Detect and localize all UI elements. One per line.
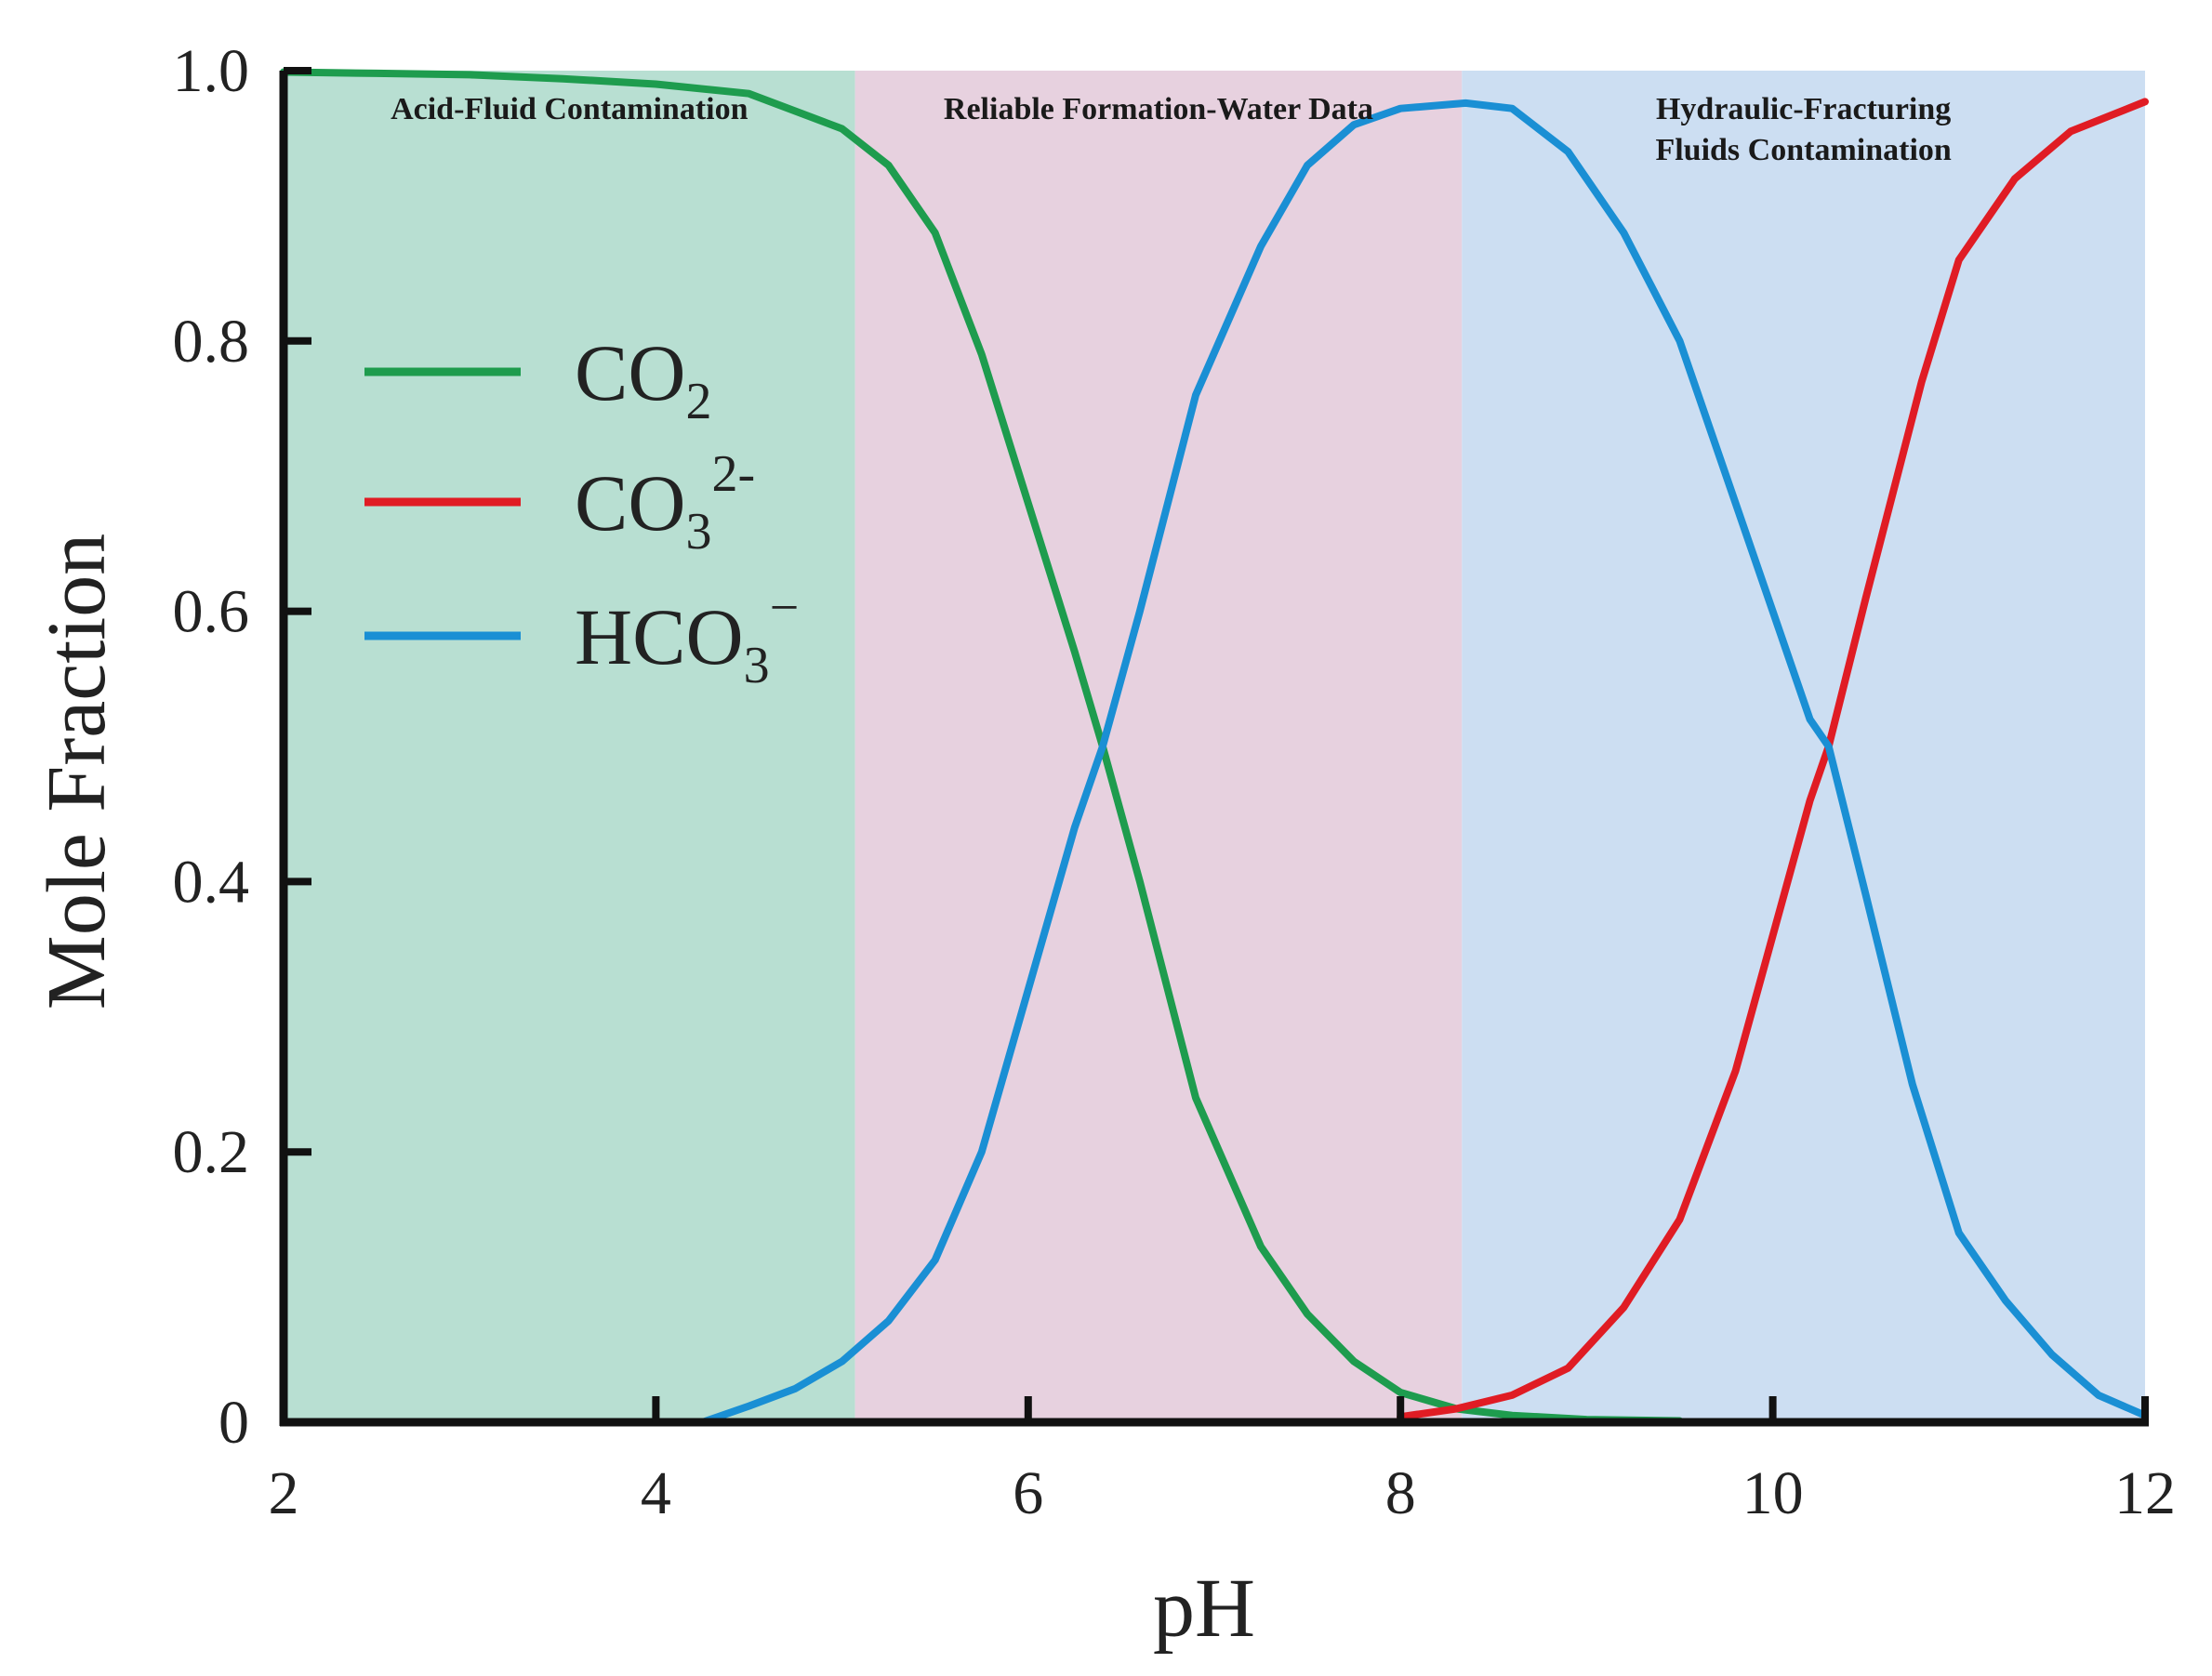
region-band-2 xyxy=(854,71,1463,1422)
legend-label-2-subscript: 3 xyxy=(685,503,711,561)
y-tick-label-2: 0.2 xyxy=(173,1118,250,1186)
region-label-3-line-2: Fluids Contamination xyxy=(1655,133,1951,167)
series-line-2 xyxy=(1397,98,2149,1421)
region-label-3-line-1: Hydraulic-Fracturing xyxy=(1656,92,1951,126)
x-tick-label-6: 12 xyxy=(2114,1459,2176,1527)
y-tick-label-5: 0.8 xyxy=(173,308,250,376)
x-axis-title: pH xyxy=(1153,1563,1255,1655)
legend-label-3-subscript: 3 xyxy=(744,637,770,694)
x-tick-label-5: 10 xyxy=(1742,1459,1804,1527)
legend-label-1-subscript: 2 xyxy=(685,373,711,430)
legend-label-3-superscript: − xyxy=(770,579,800,637)
series-layer xyxy=(280,68,2149,1426)
labels-layer: Acid-Fluid Contamination Reliable Formati… xyxy=(391,92,1952,167)
y-tick-label-4: 0.6 xyxy=(173,578,250,646)
y-axis-title: Mole Fraction xyxy=(31,534,123,1010)
y-tick-label-3: 0.4 xyxy=(173,848,250,916)
series-line-3 xyxy=(615,99,2149,1426)
region-label-2-line-1: Reliable Formation-Water Data xyxy=(944,92,1373,126)
x-tick-label-4: 8 xyxy=(1385,1459,1416,1527)
y-tick-label-1: 0 xyxy=(219,1389,249,1457)
legend-label-2-superscript: 2- xyxy=(711,445,755,503)
x-tick-label-2: 4 xyxy=(641,1459,671,1527)
x-tick-label-3: 6 xyxy=(1013,1459,1043,1527)
region-label-1-line-1: Acid-Fluid Contamination xyxy=(391,92,748,126)
region-band-3 xyxy=(1462,71,2145,1422)
region-band-1 xyxy=(284,71,855,1422)
x-tick-label-1: 2 xyxy=(269,1459,299,1527)
series-line-1 xyxy=(280,68,1684,1425)
y-tick-label-6: 1.0 xyxy=(173,37,250,105)
regions-layer xyxy=(284,71,2145,1422)
axes-layer: 2 4 6 8 10 12 0 0.2 0.4 0.6 0.8 1.0 xyxy=(173,37,2177,1527)
